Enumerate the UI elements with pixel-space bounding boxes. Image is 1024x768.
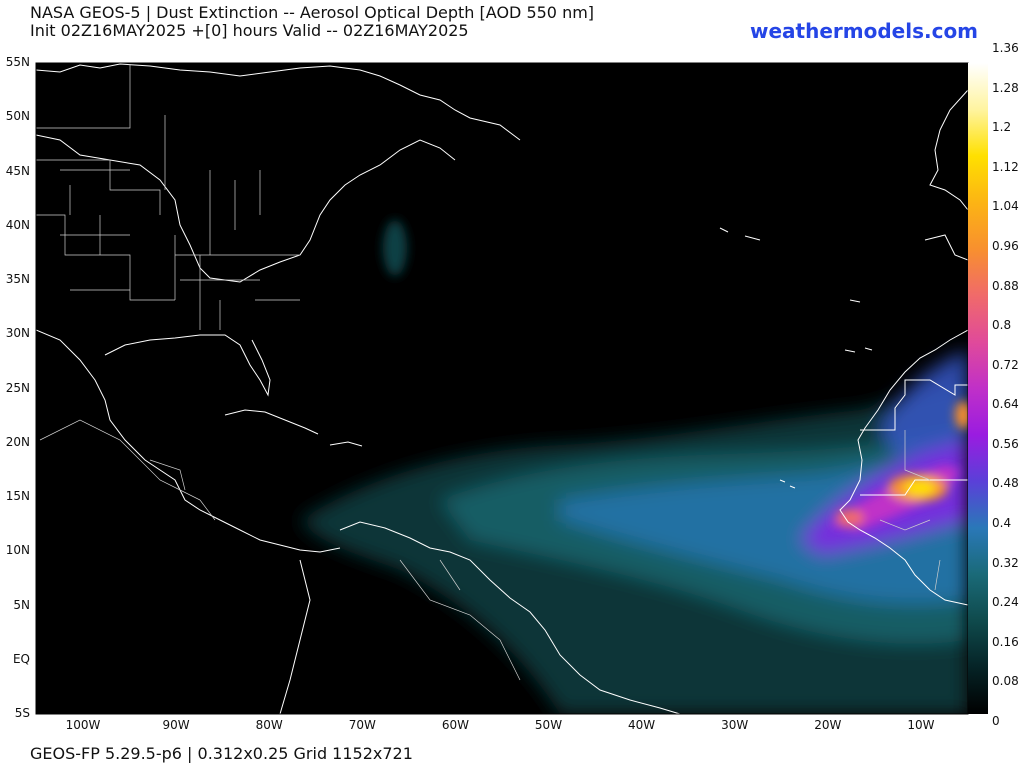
- lat-label: 55N: [5, 55, 30, 69]
- colorbar: [968, 63, 988, 714]
- colorbar-label: 0.72: [992, 357, 1019, 372]
- colorbar-label: 0.32: [992, 555, 1019, 570]
- colorbar-label: 1.2: [992, 120, 1012, 135]
- lat-label: EQ: [12, 651, 30, 666]
- lat-label: 20N: [5, 434, 30, 449]
- colorbar-label: 0.08: [992, 674, 1019, 689]
- lon-label: 90W: [162, 718, 190, 732]
- lon-label: 40W: [628, 718, 656, 732]
- dust-plume: [300, 220, 968, 714]
- colorbar-label: 0.64: [992, 397, 1019, 412]
- colorbar-label: 0.88: [992, 278, 1019, 293]
- lat-label: 25N: [5, 380, 30, 395]
- colorbar-label: 0: [992, 714, 1000, 728]
- colorbar-label: 1.28: [992, 80, 1019, 95]
- lon-label: 30W: [721, 718, 749, 732]
- title-line-1: NASA GEOS-5 | Dust Extinction -- Aerosol…: [30, 3, 595, 22]
- colorbar-gradient: [968, 63, 988, 714]
- colorbar-label: 0.4: [992, 516, 1012, 531]
- lat-label: 40N: [5, 217, 30, 232]
- political-borders: [36, 64, 941, 681]
- lon-label: 70W: [348, 718, 376, 732]
- map-title: NASA GEOS-5 | Dust Extinction -- Aerosol…: [30, 4, 594, 40]
- colorbar-label: 0.16: [992, 634, 1019, 649]
- lat-label: 15N: [5, 489, 30, 503]
- lat-label: 50N: [5, 109, 30, 124]
- colorbar-label: 0.8: [992, 318, 1012, 333]
- lon-label: 10W: [907, 718, 935, 732]
- model-footer: GEOS-FP 5.29.5-p6 | 0.312x0.25 Grid 1152…: [30, 744, 413, 763]
- lon-label: 20W: [814, 718, 842, 732]
- colorbar-label: 0.48: [992, 476, 1019, 491]
- lat-label: 45N: [5, 163, 30, 178]
- colorbar-label: 1.04: [992, 199, 1019, 214]
- lon-label: 60W: [441, 718, 469, 732]
- colorbar-label: 1.12: [992, 159, 1019, 174]
- lat-label: 5S: [14, 706, 30, 720]
- lon-label: 80W: [255, 718, 283, 732]
- brand-link[interactable]: weathermodels.com: [750, 19, 979, 43]
- lat-label: 5N: [13, 597, 30, 612]
- lon-label: 50W: [534, 718, 563, 732]
- title-line-2: Init 02Z16MAY2025 +[0] hours Valid -- 02…: [30, 21, 469, 40]
- coastlines: [36, 63, 968, 714]
- lat-label: 30N: [5, 326, 30, 341]
- colorbar-label: 1.36: [992, 41, 1019, 55]
- lon-label: 100W: [65, 718, 101, 732]
- colorbar-label: 0.96: [992, 238, 1019, 253]
- colorbar-label: 0.24: [992, 595, 1019, 610]
- colorbar-label: 0.56: [992, 436, 1019, 451]
- lat-label: 35N: [5, 272, 30, 286]
- lat-label: 10N: [5, 543, 30, 558]
